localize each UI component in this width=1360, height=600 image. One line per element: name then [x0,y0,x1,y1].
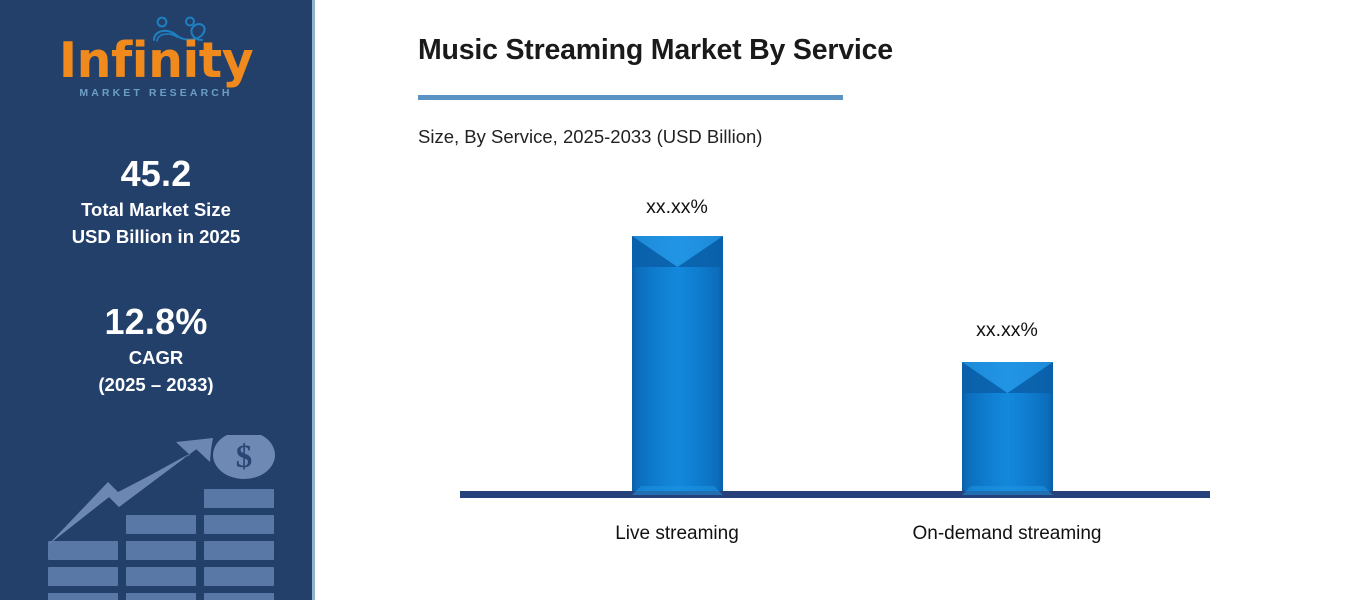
main-panel: Music Streaming Market By Service Size, … [315,0,1360,600]
svg-text:$: $ [236,439,253,475]
logo-tagline: MARKET RESEARCH [79,87,233,99]
bar-category-label: On-demand streaming [912,523,1102,544]
company-logo: Infinity MARKET RESEARCH [0,16,312,99]
page-title: Music Streaming Market By Service [418,34,893,66]
infinity-icon [148,16,214,46]
stat-caption-line-1: Total Market Size [81,199,231,220]
stat-caption-line-2: (2025 – 2033) [98,374,214,395]
chart-axis-line [460,491,1210,498]
sidebar-divider [312,0,315,600]
bar-category-label: Live streaming [615,523,739,544]
sidebar-panel: Infinity MARKET RESEARCH 45.2 Total Mark… [0,0,312,600]
stat-value: 45.2 [120,153,192,194]
bar-top-bevel [962,362,1053,393]
bar-value-label: xx.xx% [976,319,1038,341]
bar-bottom-bevel [632,482,723,495]
bar-value-label: xx.xx% [646,196,708,218]
bar-on-demand-streaming[interactable] [962,362,1053,495]
bar-live-streaming[interactable] [632,236,723,495]
bar-chart: xx.xx% Live streaming xx. [315,0,1360,600]
chart-subtitle: Size, By Service, 2025-2033 (USD Billion… [418,126,763,147]
bar-bottom-bevel [962,482,1053,495]
stat-value: 12.8% [104,301,208,342]
stat-caption-line-2: USD Billion in 2025 [71,226,241,247]
stat-cagr: 12.8% CAGR (2025 – 2033) [0,300,312,398]
growth-arrow-coins-icon: $ [46,431,312,600]
bar-face [632,236,723,491]
dollar-coin-icon: $ [213,431,275,479]
title-underline [418,95,843,100]
stat-total-market-size: 45.2 Total Market Size USD Billion in 20… [0,152,312,250]
stat-caption-line-1: CAGR [128,347,184,368]
bar-top-bevel [632,236,723,267]
logo-wordmark: Infinity [58,32,254,89]
